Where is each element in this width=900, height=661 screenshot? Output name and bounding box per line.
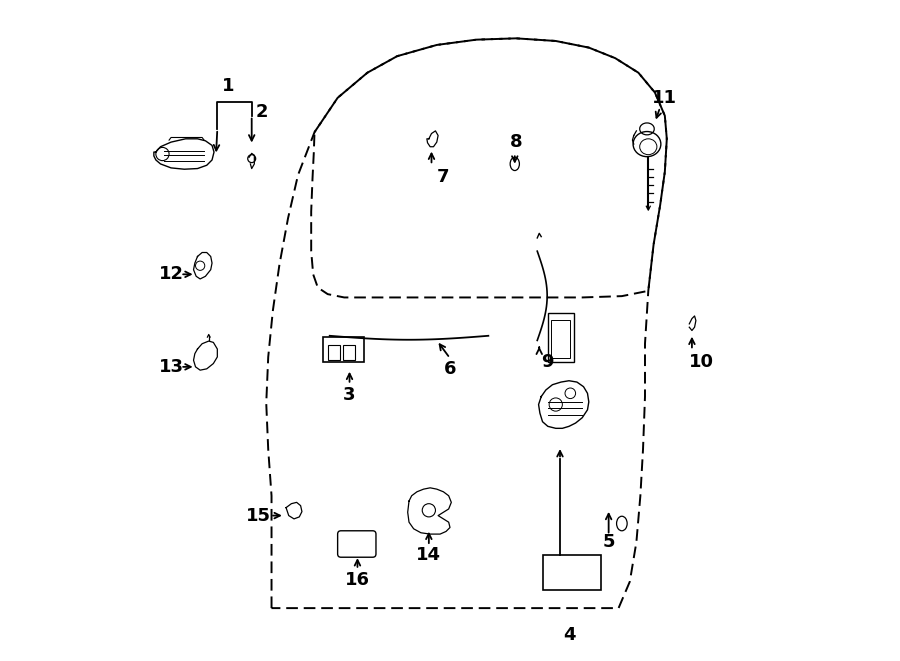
Text: 5: 5 [602, 533, 615, 551]
FancyBboxPatch shape [323, 337, 364, 362]
Text: 11: 11 [652, 89, 678, 107]
Text: 16: 16 [345, 571, 370, 590]
Text: 15: 15 [246, 506, 271, 525]
Bar [543, 555, 600, 590]
Text: 8: 8 [509, 133, 522, 151]
Text: 9: 9 [542, 353, 554, 371]
Bar [551, 320, 570, 358]
Text: 12: 12 [158, 265, 184, 284]
Text: 6: 6 [444, 360, 456, 378]
Text: 13: 13 [158, 358, 184, 376]
Text: 1: 1 [221, 77, 234, 95]
Ellipse shape [633, 132, 661, 157]
Text: 2: 2 [256, 103, 268, 122]
Ellipse shape [510, 157, 519, 171]
FancyBboxPatch shape [328, 345, 339, 360]
Ellipse shape [640, 139, 657, 155]
Ellipse shape [616, 516, 627, 531]
FancyBboxPatch shape [338, 531, 376, 557]
FancyBboxPatch shape [343, 345, 355, 360]
Text: 7: 7 [437, 168, 450, 186]
Text: 14: 14 [417, 546, 441, 564]
Text: 3: 3 [343, 386, 356, 405]
Bar [548, 313, 574, 362]
Text: 10: 10 [688, 353, 714, 371]
Text: 4: 4 [562, 625, 575, 644]
